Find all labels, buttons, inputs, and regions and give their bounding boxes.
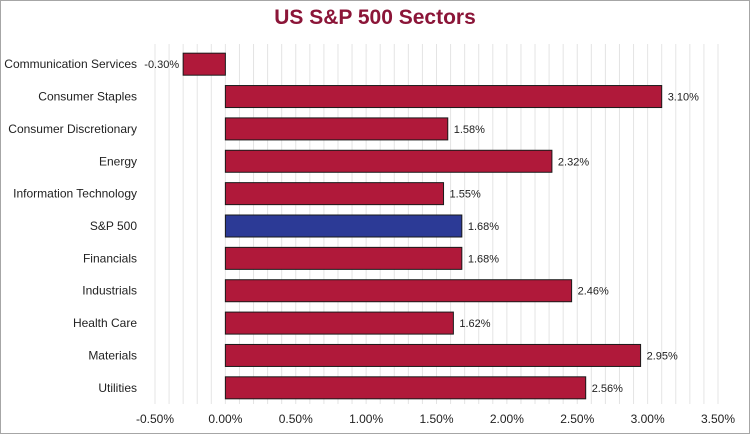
category-label: Financials [83, 251, 137, 265]
data-label: 2.95% [647, 350, 678, 362]
category-label: Communication Services [4, 57, 137, 71]
bar-1 [224, 85, 663, 109]
category-label: Information Technology [13, 187, 137, 201]
data-label: 1.68% [468, 221, 499, 233]
category-label: Consumer Discretionary [8, 122, 137, 136]
bar-10 [224, 376, 587, 400]
category-label: Materials [88, 348, 137, 362]
bar-4 [224, 182, 445, 206]
data-label: 2.46% [578, 286, 609, 298]
category-label: Industrials [82, 284, 137, 298]
category-label: Energy [99, 154, 137, 168]
bar-6 [224, 246, 463, 270]
bar-9 [224, 343, 642, 367]
bar-7 [224, 279, 573, 303]
x-tick-label: 1.00% [349, 412, 383, 426]
x-tick-label: 0.50% [279, 412, 313, 426]
category-label: S&P 500 [90, 219, 137, 233]
x-tick-label: 0.00% [208, 412, 242, 426]
data-label: 1.68% [468, 253, 499, 265]
category-label: Health Care [73, 316, 137, 330]
bar-3 [224, 149, 553, 173]
data-label: 1.62% [459, 318, 490, 330]
category-label: Utilities [98, 381, 137, 395]
data-label: 1.55% [450, 189, 481, 201]
data-label: 2.56% [592, 383, 623, 395]
x-tick-label: 3.00% [631, 412, 665, 426]
data-label: 2.32% [558, 156, 589, 168]
x-tick-label: 2.50% [560, 412, 594, 426]
x-tick-label: -0.50% [136, 412, 174, 426]
x-tick-label: 3.50% [701, 412, 735, 426]
x-tick-label: 1.50% [419, 412, 453, 426]
x-tick-label: 2.00% [490, 412, 524, 426]
data-label: 3.10% [668, 92, 699, 104]
bar-2 [224, 117, 449, 141]
bar-0 [182, 52, 226, 76]
category-label: Consumer Staples [38, 90, 137, 104]
bar-8 [224, 311, 454, 335]
data-label: 1.58% [454, 124, 485, 136]
bar-5 [224, 214, 463, 238]
data-label: -0.30% [144, 59, 179, 71]
chart-title: US S&P 500 Sectors [274, 6, 476, 29]
